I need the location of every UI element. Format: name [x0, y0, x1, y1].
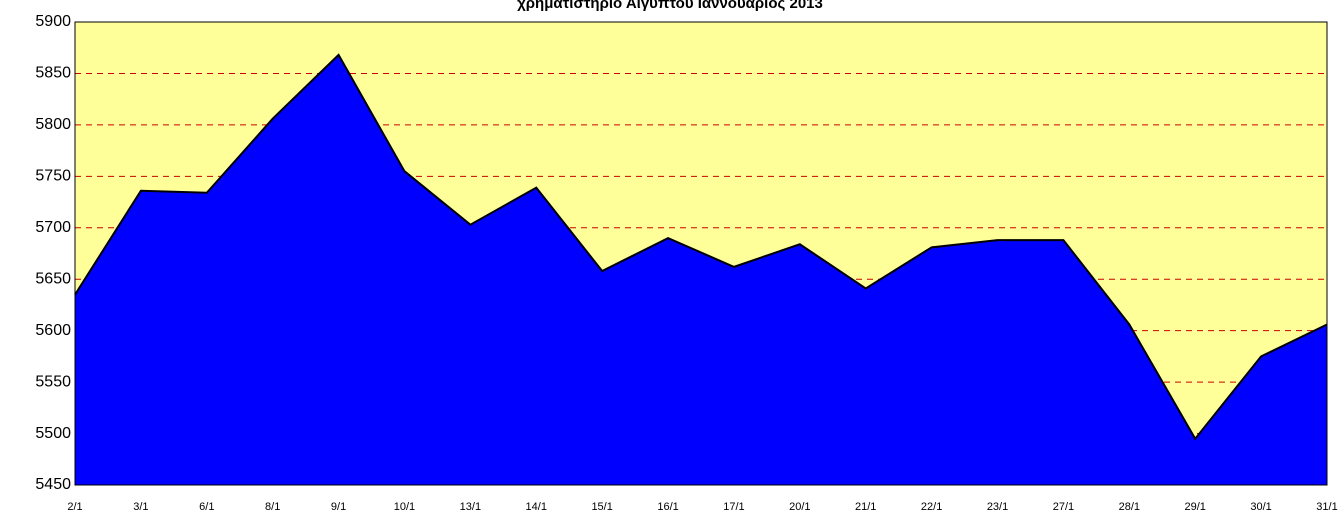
- x-tick-label: 16/1: [657, 501, 678, 513]
- x-tick-label: 6/1: [199, 501, 214, 513]
- x-tick-label: 3/1: [133, 501, 148, 513]
- y-tick-label: 5850: [35, 65, 71, 82]
- x-tick-label: 29/1: [1184, 501, 1205, 513]
- x-tick-label: 27/1: [1053, 501, 1074, 513]
- y-tick-label: 5700: [35, 219, 71, 236]
- area: [75, 54, 1327, 486]
- x-tick-label: 30/1: [1250, 501, 1271, 513]
- x-tick-label: 9/1: [331, 501, 346, 513]
- y-tick-label: 5800: [35, 116, 71, 133]
- x-tick-label: 8/1: [265, 501, 280, 513]
- x-tick-label: 10/1: [394, 501, 415, 513]
- x-tick-label: 15/1: [591, 501, 612, 513]
- y-tick-label: 5900: [35, 13, 71, 30]
- x-tick-label: 17/1: [723, 501, 744, 513]
- x-tick-label: 21/1: [855, 501, 876, 513]
- chart-title: χρηματιστηριο Αιγυπτου Ιαννουαριος 2013: [517, 0, 823, 12]
- y-tick-label: 5650: [35, 270, 71, 287]
- area-outline: [74, 53, 1328, 441]
- x-tick-label: 22/1: [921, 501, 942, 513]
- x-tick-label: 23/1: [987, 501, 1008, 513]
- y-tick-label: 5550: [35, 373, 71, 390]
- y-tick-label: 5450: [35, 476, 71, 493]
- plot-border: [74, 21, 1328, 486]
- x-tick-label: 28/1: [1119, 501, 1140, 513]
- y-tick-label: 5750: [35, 168, 71, 185]
- x-tick-label: 31/1: [1316, 501, 1337, 513]
- x-tick-label: 2/1: [67, 501, 82, 513]
- x-tick-label: 13/1: [460, 501, 481, 513]
- y-tick-label: 5600: [35, 322, 71, 339]
- x-tick-label: 14/1: [526, 501, 547, 513]
- x-tick-label: 20/1: [789, 501, 810, 513]
- y-tick-label: 5500: [35, 425, 71, 442]
